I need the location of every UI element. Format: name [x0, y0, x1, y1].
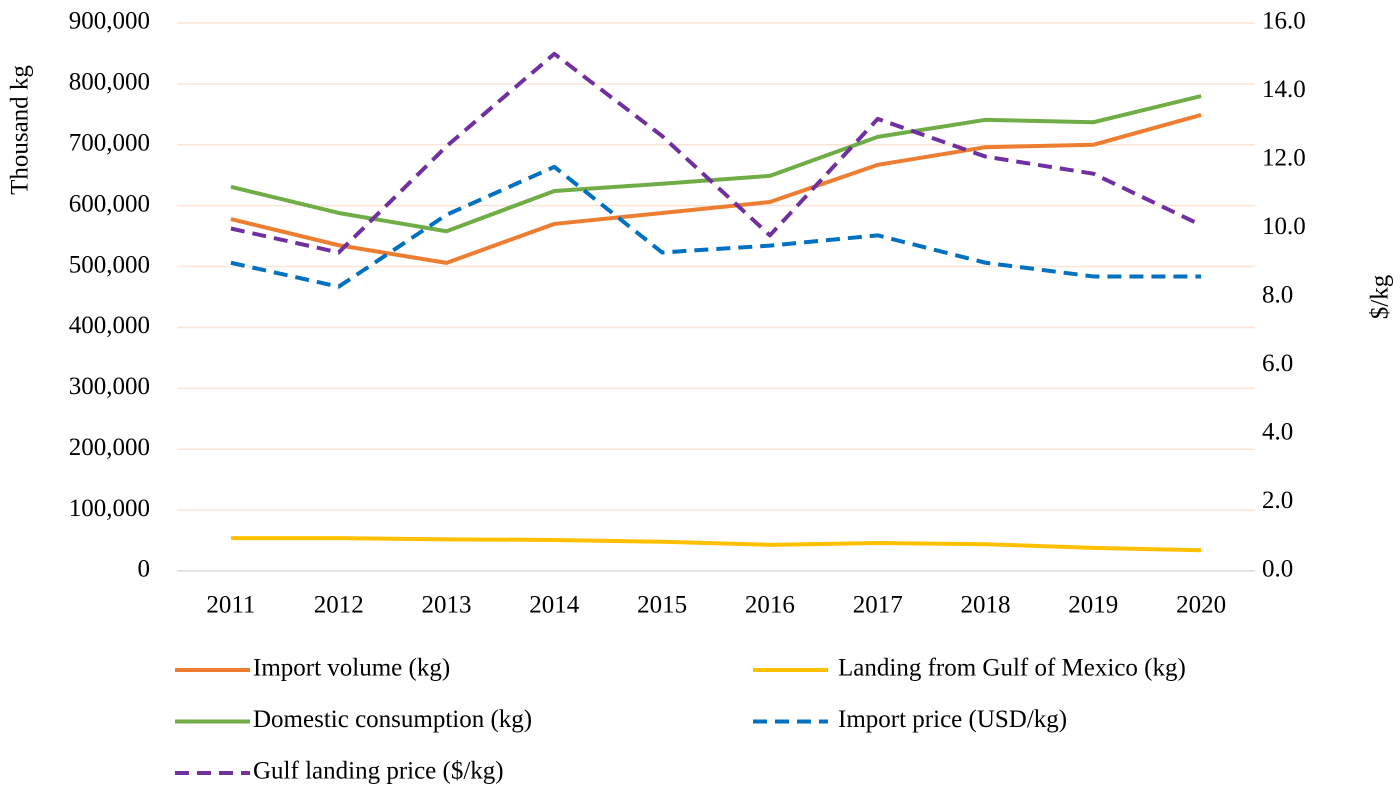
y-tick-label: 200,000 — [69, 434, 150, 461]
series-line — [230, 51, 1202, 255]
y2-axis-title: $/kg — [1367, 274, 1394, 319]
legend-label: Import volume (kg) — [253, 655, 450, 682]
series-line — [230, 164, 1202, 289]
y-tick-label: 600,000 — [69, 190, 150, 217]
legend-label: Gulf landing price ($/kg) — [253, 758, 504, 785]
y-tick-label: 500,000 — [69, 251, 150, 278]
y-tick-label: 800,000 — [69, 69, 150, 96]
y-tick-label: 700,000 — [69, 130, 150, 157]
y2-tick-label: 2.0 — [1262, 487, 1293, 514]
legend-label: Import price (USD/kg) — [838, 706, 1067, 733]
x-tick-label: 2020 — [1176, 592, 1226, 619]
legend-label: Domestic consumption (kg) — [253, 706, 532, 733]
y-tick-label: 400,000 — [69, 312, 150, 339]
y2-tick-label: 6.0 — [1262, 350, 1293, 377]
series-line — [230, 536, 1202, 553]
y-tick-label: 300,000 — [69, 373, 150, 400]
series-line — [230, 94, 1202, 234]
y2-tick-label: 10.0 — [1262, 213, 1306, 240]
series-line — [230, 113, 1202, 265]
x-tick-label: 2013 — [422, 592, 472, 619]
x-tick-label: 2019 — [1068, 592, 1118, 619]
x-tick-label: 2018 — [961, 592, 1011, 619]
y-axis-title: Thousand kg — [7, 65, 34, 195]
x-tick-label: 2014 — [529, 592, 580, 619]
y2-tick-label: 14.0 — [1262, 76, 1306, 103]
y2-tick-label: 4.0 — [1262, 419, 1293, 446]
y2-tick-label: 8.0 — [1262, 282, 1293, 309]
x-tick-label: 2017 — [853, 592, 903, 619]
y2-tick-label: 12.0 — [1262, 145, 1306, 172]
x-tick-label: 2012 — [314, 592, 364, 619]
x-tick-label: 2015 — [637, 592, 687, 619]
legend-label: Landing from Gulf of Mexico (kg) — [838, 655, 1186, 682]
y-tick-label: 0 — [138, 556, 151, 583]
x-tick-label: 2011 — [206, 592, 255, 619]
x-tick-label: 2016 — [745, 592, 795, 619]
y-tick-label: 100,000 — [69, 495, 150, 522]
y-tick-label: 900,000 — [69, 8, 150, 35]
y2-tick-label: 0.0 — [1262, 556, 1293, 583]
y2-tick-label: 16.0 — [1262, 8, 1306, 35]
